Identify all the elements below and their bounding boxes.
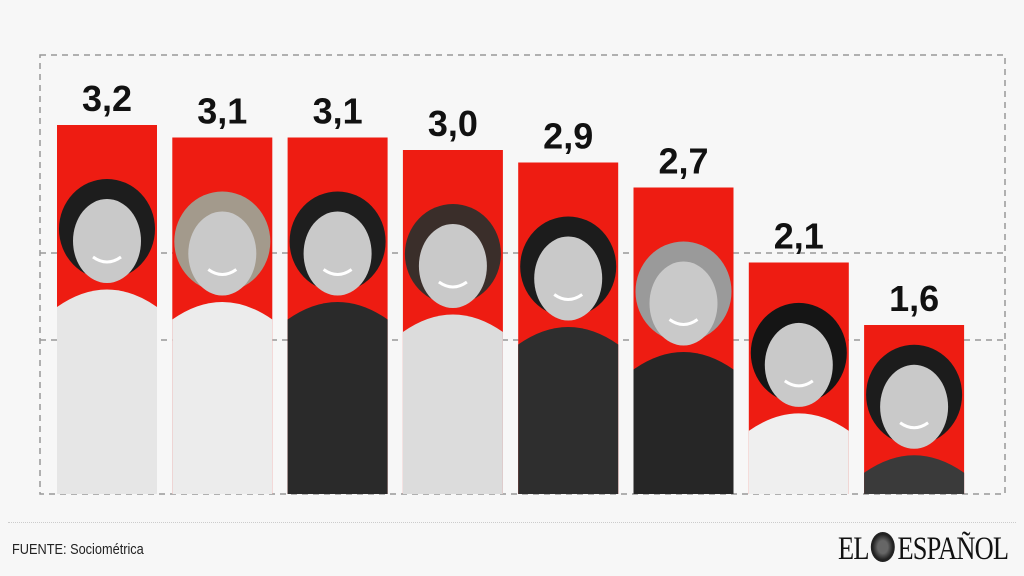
portrait-photo bbox=[57, 179, 157, 494]
portrait-photo bbox=[633, 241, 734, 494]
portrait-photo bbox=[287, 191, 388, 494]
source-note: FUENTE: Sociométrica bbox=[12, 541, 144, 558]
portrait-photo bbox=[748, 302, 849, 494]
portrait-photo bbox=[172, 191, 273, 494]
value-label: 3,1 bbox=[197, 91, 247, 132]
lion-icon bbox=[871, 532, 896, 562]
portrait-photo bbox=[402, 204, 503, 494]
value-label: 2,9 bbox=[543, 116, 593, 157]
portrait-photo bbox=[518, 216, 619, 494]
portrait-photo bbox=[864, 344, 965, 494]
footer-divider bbox=[8, 522, 1016, 523]
el-espanol-logo: EL ESPAÑOL bbox=[838, 531, 1009, 567]
value-label: 3,1 bbox=[313, 91, 363, 132]
value-label: 1,6 bbox=[889, 278, 939, 319]
value-label: 3,2 bbox=[82, 78, 132, 119]
value-label: 2,7 bbox=[658, 141, 708, 182]
value-label: 3,0 bbox=[428, 103, 478, 144]
value-label: 2,1 bbox=[774, 216, 824, 257]
